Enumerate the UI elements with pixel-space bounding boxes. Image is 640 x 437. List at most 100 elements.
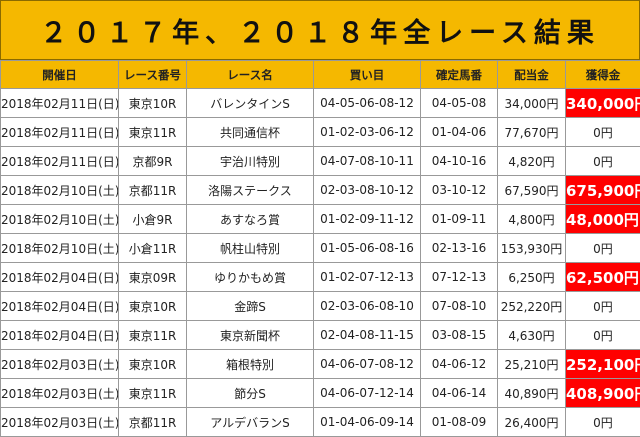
date-cell: 2018年02月03日(土)	[1, 408, 119, 437]
race-name-cell: アルデバランS	[187, 408, 314, 437]
date-cell: 2018年02月11日(日)	[1, 118, 119, 147]
race-name-cell: 洛陽ステークス	[187, 176, 314, 205]
result-cell: 04-05-08	[421, 89, 498, 118]
race-name-cell: 帆柱山特別	[187, 234, 314, 263]
bet-cell: 04-07-08-10-11	[314, 147, 421, 176]
bet-cell: 01-02-09-11-12	[314, 205, 421, 234]
result-cell: 04-06-12	[421, 350, 498, 379]
bet-cell: 01-02-07-12-13	[314, 263, 421, 292]
payout-cell: 26,400円	[498, 408, 566, 437]
bet-cell: 02-03-06-08-10	[314, 292, 421, 321]
race-no-cell: 東京11R	[119, 118, 187, 147]
result-cell: 04-10-16	[421, 147, 498, 176]
payout-cell: 4,820円	[498, 147, 566, 176]
race-name-cell: 箱根特別	[187, 350, 314, 379]
payout-cell: 4,630円	[498, 321, 566, 350]
payout-cell: 252,220円	[498, 292, 566, 321]
date-cell: 2018年02月11日(日)	[1, 147, 119, 176]
earned-cell: 0円	[566, 234, 640, 263]
date-cell: 2018年02月10日(土)	[1, 205, 119, 234]
race-no-cell: 小倉9R	[119, 205, 187, 234]
results-table: 開催日 レース番号 レース名 買い目 確定馬番 配当金 獲得金 2018年02月…	[0, 60, 640, 437]
earned-cell: 252,100円	[566, 350, 640, 379]
payout-cell: 40,890円	[498, 379, 566, 408]
race-no-cell: 東京10R	[119, 350, 187, 379]
date-cell: 2018年02月04日(日)	[1, 321, 119, 350]
race-name-cell: 節分S	[187, 379, 314, 408]
column-header-payout: 配当金	[498, 61, 566, 89]
race-no-cell: 京都11R	[119, 176, 187, 205]
race-no-cell: 東京11R	[119, 379, 187, 408]
race-name-cell: ゆりかもめ賞	[187, 263, 314, 292]
bet-cell: 01-02-03-06-12	[314, 118, 421, 147]
payout-cell: 25,210円	[498, 350, 566, 379]
bet-cell: 01-05-06-08-16	[314, 234, 421, 263]
race-name-cell: 東京新聞杯	[187, 321, 314, 350]
race-name-cell: 宇治川特別	[187, 147, 314, 176]
earned-cell: 48,000円	[566, 205, 640, 234]
result-cell: 01-08-09	[421, 408, 498, 437]
earned-cell: 408,900円	[566, 379, 640, 408]
column-header-date: 開催日	[1, 61, 119, 89]
payout-cell: 67,590円	[498, 176, 566, 205]
race-name-cell: 金蹄S	[187, 292, 314, 321]
payout-cell: 153,930円	[498, 234, 566, 263]
earned-cell: 340,000円	[566, 89, 640, 118]
table-header-row: 開催日 レース番号 レース名 買い目 確定馬番 配当金 獲得金	[1, 61, 640, 89]
race-no-cell: 京都11R	[119, 408, 187, 437]
race-name-cell: あすなろ賞	[187, 205, 314, 234]
race-no-cell: 東京11R	[119, 321, 187, 350]
result-cell: 01-04-06	[421, 118, 498, 147]
earned-cell: 0円	[566, 147, 640, 176]
bet-cell: 04-05-06-08-12	[314, 89, 421, 118]
result-cell: 02-13-16	[421, 234, 498, 263]
result-cell: 03-10-12	[421, 176, 498, 205]
column-header-result: 確定馬番	[421, 61, 498, 89]
earned-cell: 62,500円	[566, 263, 640, 292]
earned-cell: 0円	[566, 118, 640, 147]
earned-cell: 0円	[566, 292, 640, 321]
bet-cell: 01-04-06-09-14	[314, 408, 421, 437]
result-cell: 07-08-10	[421, 292, 498, 321]
result-cell: 01-09-11	[421, 205, 498, 234]
earned-cell: 0円	[566, 408, 640, 437]
result-cell: 04-06-14	[421, 379, 498, 408]
column-header-bet: 買い目	[314, 61, 421, 89]
date-cell: 2018年02月03日(土)	[1, 379, 119, 408]
date-cell: 2018年02月10日(土)	[1, 234, 119, 263]
race-no-cell: 東京10R	[119, 89, 187, 118]
column-header-race-name: レース名	[187, 61, 314, 89]
date-cell: 2018年02月04日(日)	[1, 263, 119, 292]
payout-cell: 77,670円	[498, 118, 566, 147]
earned-cell: 0円	[566, 321, 640, 350]
race-no-cell: 東京10R	[119, 292, 187, 321]
race-no-cell: 東京09R	[119, 263, 187, 292]
bet-cell: 02-03-08-10-12	[314, 176, 421, 205]
page-title: ２０１７年、２０１８年全レース結果	[0, 0, 640, 60]
column-header-race-no: レース番号	[119, 61, 187, 89]
race-no-cell: 京都9R	[119, 147, 187, 176]
race-name-cell: バレンタインS	[187, 89, 314, 118]
date-cell: 2018年02月04日(日)	[1, 292, 119, 321]
payout-cell: 6,250円	[498, 263, 566, 292]
result-cell: 07-12-13	[421, 263, 498, 292]
bet-cell: 02-04-08-11-15	[314, 321, 421, 350]
race-no-cell: 小倉11R	[119, 234, 187, 263]
payout-cell: 34,000円	[498, 89, 566, 118]
bet-cell: 04-06-07-12-14	[314, 379, 421, 408]
date-cell: 2018年02月11日(日)	[1, 89, 119, 118]
column-header-earned: 獲得金	[566, 61, 640, 89]
